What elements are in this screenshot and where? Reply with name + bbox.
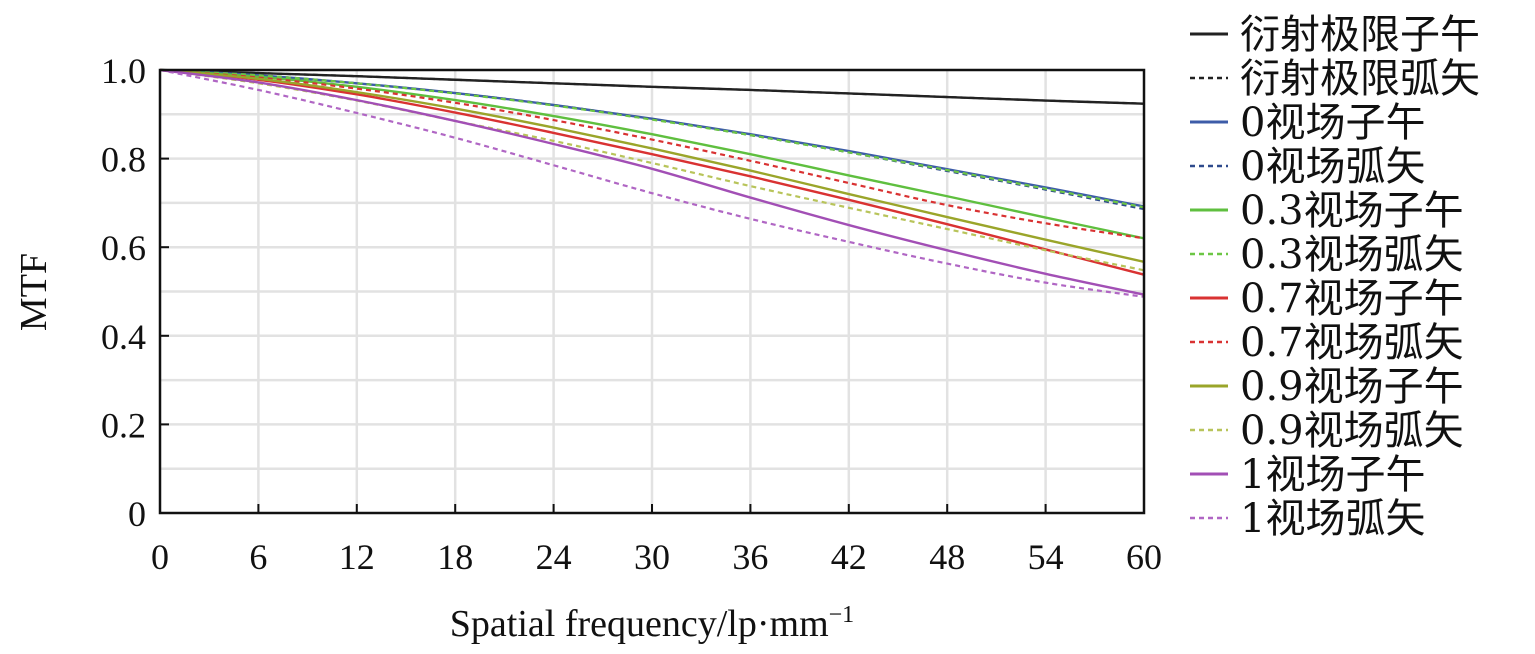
legend: 衍射极限子午衍射极限弧矢0视场子午0视场弧矢0.3视场子午0.3视场弧矢0.7视… [1190, 12, 1480, 542]
x-tick-labels: 0 6 12 18 24 30 36 42 48 54 60 [151, 537, 1162, 577]
x-tick-label: 24 [536, 537, 572, 577]
x-axis-title: Spatial frequency/lp·mm−1 [450, 602, 854, 645]
series-line-11 [159, 68, 1145, 298]
legend-label: 衍射极限子午 [1240, 12, 1480, 58]
x-tick-label: 6 [249, 537, 267, 577]
y-tick-labels: 0 0.2 0.4 0.6 0.8 1.0 [101, 51, 146, 534]
x-tick-label: 12 [339, 537, 375, 577]
legend-label: 0.9视场弧矢 [1240, 408, 1464, 454]
y-tick-label: 0.2 [101, 405, 146, 445]
legend-label: 1视场弧矢 [1240, 496, 1425, 542]
legend-label: 0.7视场子午 [1240, 276, 1464, 322]
series-line-8 [159, 68, 1145, 263]
legend-label: 0视场弧矢 [1240, 144, 1425, 190]
y-tick-label: 0 [128, 494, 146, 534]
y-tick-label: 0.4 [101, 317, 146, 357]
legend-label: 0.3视场子午 [1240, 188, 1464, 234]
series-line-4 [159, 68, 1145, 240]
y-tick-label: 1.0 [101, 51, 146, 91]
y-tick-label: 0.6 [101, 228, 146, 268]
x-tick-label: 36 [732, 537, 768, 577]
legend-label: 0.9视场子午 [1240, 364, 1464, 410]
x-tick-label: 30 [634, 537, 670, 577]
y-tick-label: 0.8 [101, 140, 146, 180]
axis-ticks [159, 69, 1145, 514]
legend-label: 0.7视场弧矢 [1240, 320, 1464, 366]
legend-label: 衍射极限弧矢 [1240, 56, 1480, 102]
grid-lines [160, 70, 1144, 513]
legend-label: 0视场子午 [1240, 100, 1425, 146]
x-tick-label: 48 [929, 537, 965, 577]
x-tick-label: 60 [1126, 537, 1162, 577]
series-line-6 [159, 68, 1145, 276]
series-line-0 [159, 68, 1145, 105]
legend-label: 0.3视场弧矢 [1240, 232, 1464, 278]
x-tick-label: 42 [831, 537, 867, 577]
y-axis-title: MTF [13, 253, 55, 331]
series-lines [159, 68, 1145, 298]
x-tick-label: 0 [151, 537, 169, 577]
x-tick-label: 54 [1028, 537, 1064, 577]
series-line-7 [159, 68, 1145, 240]
legend-label: 1视场子午 [1240, 452, 1425, 498]
x-tick-label: 18 [437, 537, 473, 577]
series-line-10 [159, 68, 1145, 296]
